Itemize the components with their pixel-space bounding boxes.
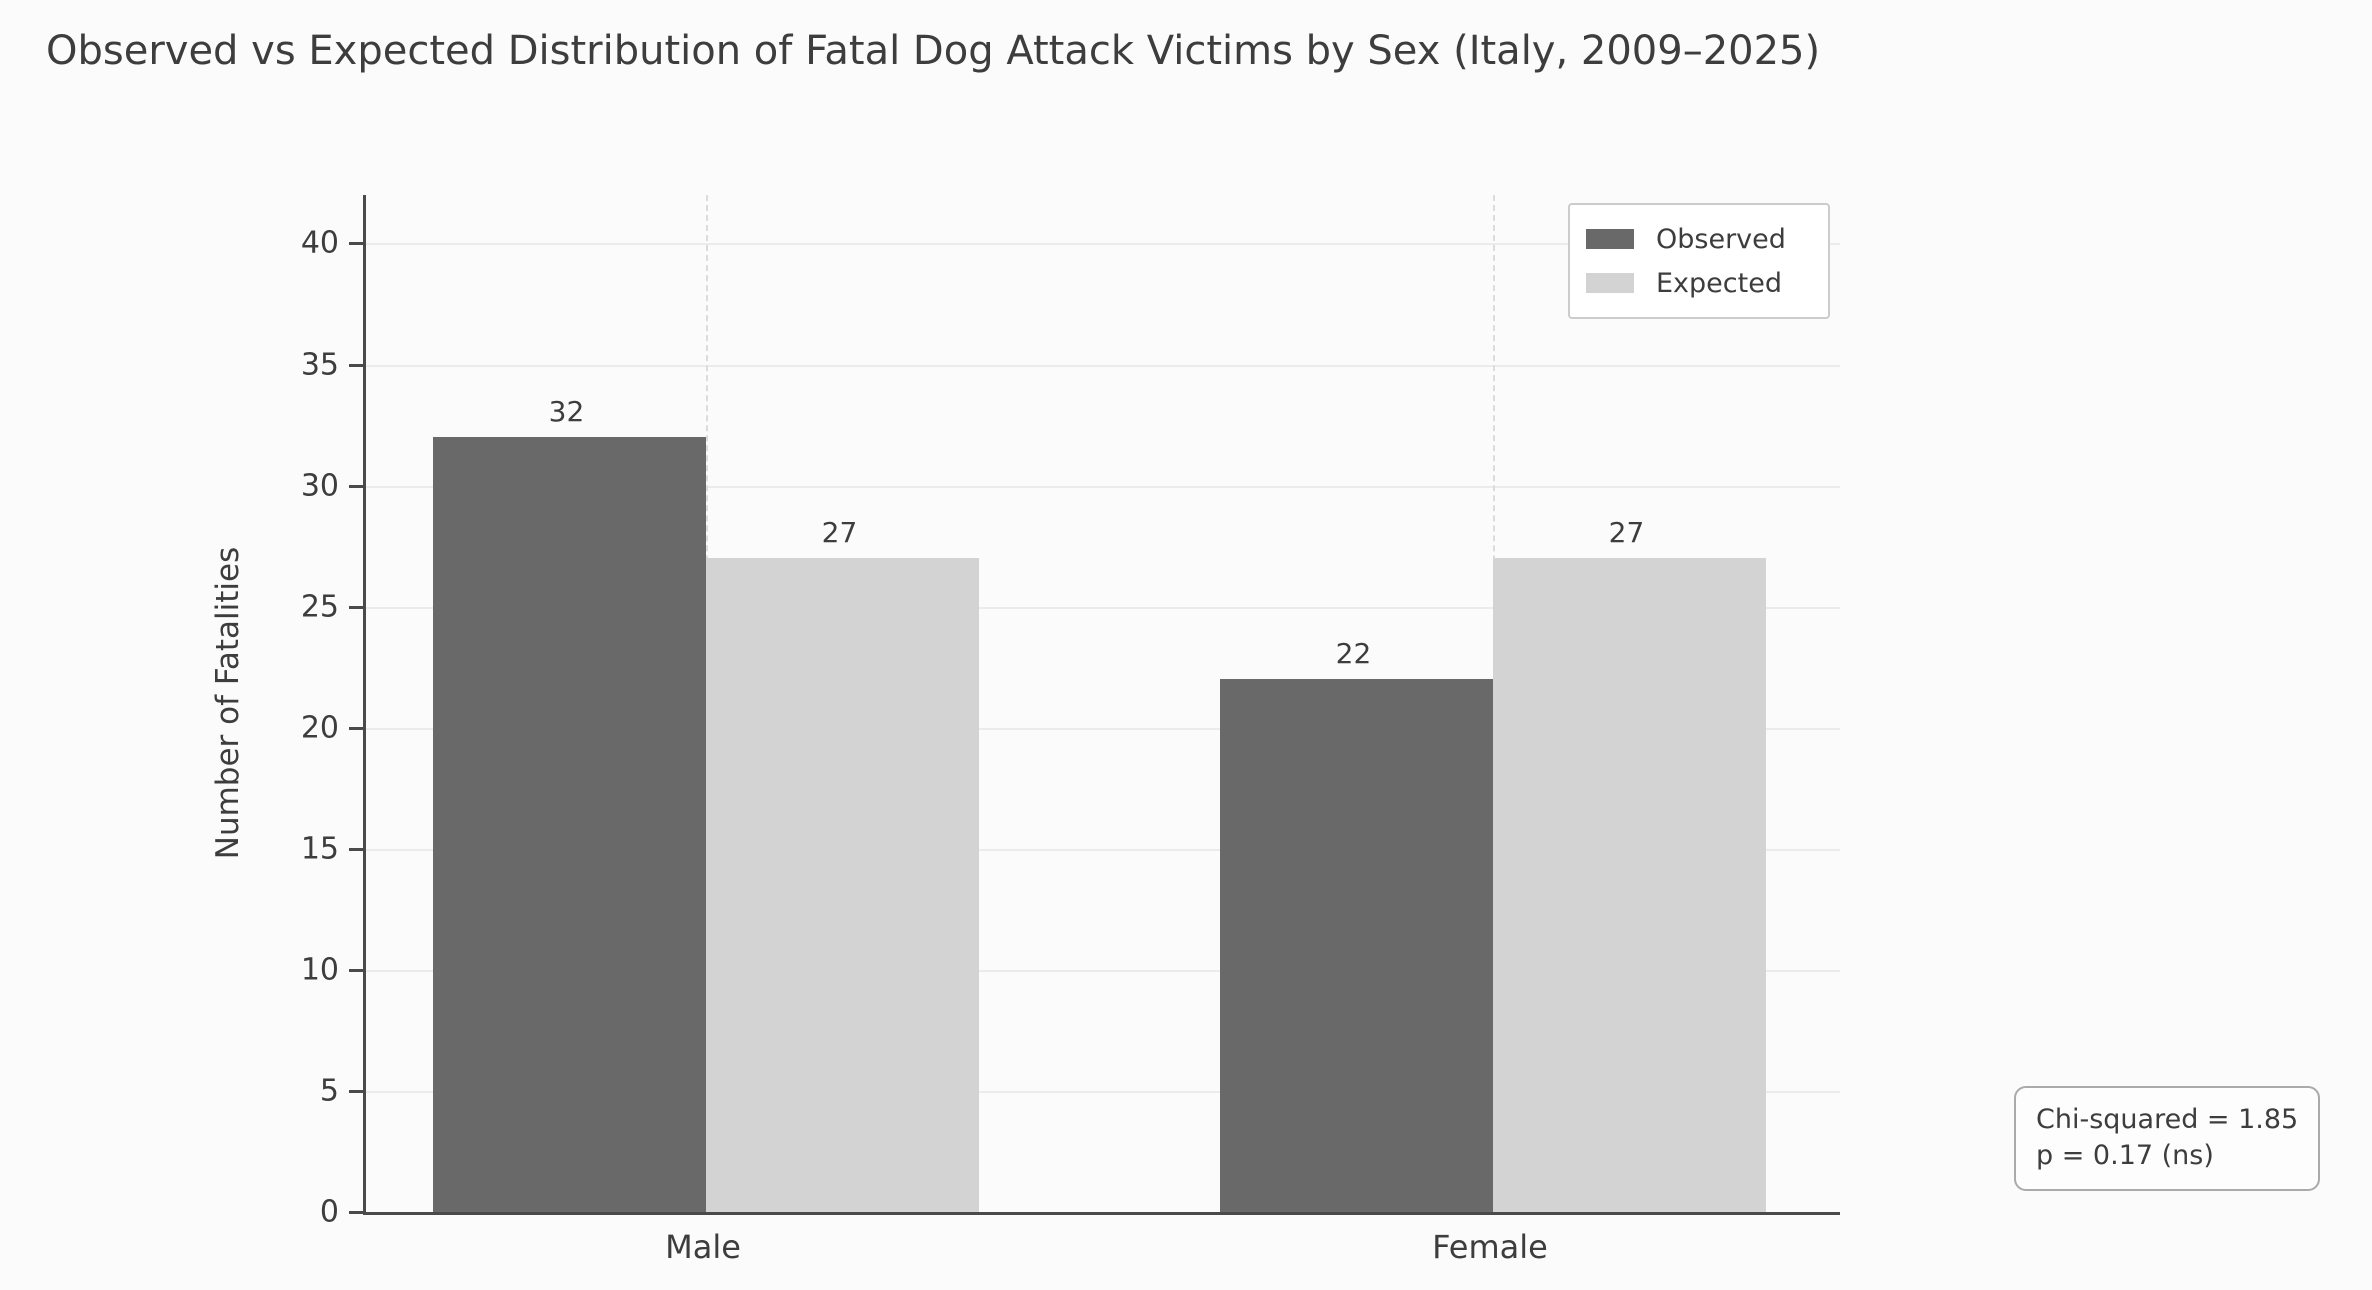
y-tick-label: 20 [300,710,339,746]
y-tick-mark [349,363,363,367]
bar-value-label: 32 [548,395,585,429]
y-tick-label: 25 [300,589,339,625]
chart-title: Observed vs Expected Distribution of Fat… [46,28,1821,74]
annotation-chi-squared: Chi-squared = 1.85 [2036,1104,2299,1135]
y-gridline [366,969,1840,972]
y-gridline [366,243,1840,246]
y-tick-mark [349,1089,363,1093]
annotation-p-value: p = 0.17 (ns) [2036,1140,2214,1172]
y-gridline [366,1090,1840,1093]
y-tick-label: 5 [319,1073,339,1109]
legend-swatch-observed [1586,229,1634,249]
y-tick-label: 10 [300,952,339,988]
legend-swatch-expected [1586,273,1634,293]
legend-item-expected: Expected [1586,261,1812,305]
y-tick-mark [349,605,363,609]
bar-observed-male [433,437,706,1212]
y-axis-title: Number of Fatalities [210,546,246,860]
y-gridline [366,727,1840,730]
bar-value-label: 22 [1335,637,1372,671]
legend: Observed Expected [1568,203,1830,319]
bar-expected-male [706,558,979,1212]
y-gridline [366,364,1840,367]
legend-label-expected: Expected [1656,267,1782,299]
plot-area [363,195,1840,1215]
x-tick-label-female: Female [1432,1228,1548,1266]
legend-item-observed: Observed [1586,217,1812,261]
y-tick-label: 40 [300,225,339,261]
y-gridline [366,848,1840,851]
bar-expected-female [1493,558,1766,1212]
annotation-box: Chi-squared = 1.85 p = 0.17 (ns) [2014,1086,2321,1191]
bar-value-label: 27 [821,516,858,550]
y-tick-mark [349,726,363,730]
y-tick-label: 35 [300,347,339,382]
y-tick-mark [349,1211,363,1214]
y-gridline [366,606,1840,609]
y-tick-mark [349,968,363,972]
bar-observed-female [1220,679,1493,1212]
y-tick-label: 30 [300,468,339,504]
y-tick-mark [349,847,363,851]
y-tick-label: 15 [300,831,339,867]
y-tick-mark [349,242,363,246]
y-tick-label: 0 [319,1194,339,1230]
bar-value-label: 27 [1608,516,1645,550]
x-tick-label-male: Male [665,1228,741,1266]
legend-label-observed: Observed [1656,223,1786,255]
y-gridline [366,485,1840,488]
y-tick-mark [349,484,363,488]
